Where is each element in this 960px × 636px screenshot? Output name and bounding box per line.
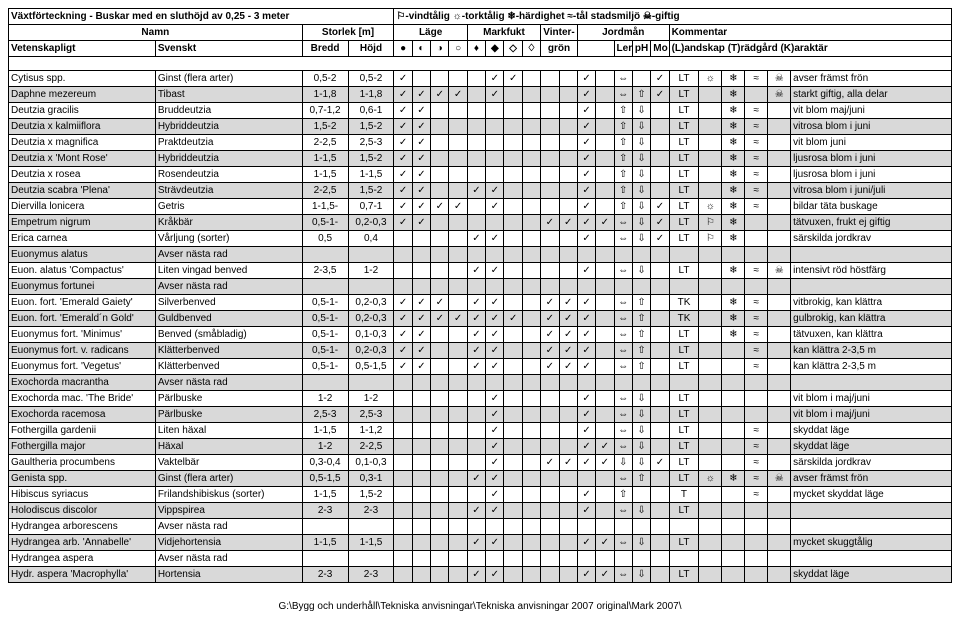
header-row-1: Växtförteckning - Buskar med en sluthöjd… <box>9 9 952 25</box>
hdr-rest: (L)andskap (T)rädgård (K)araktär <box>669 41 951 57</box>
table-row: Euonymus fortuneiAvser nästa rad <box>9 279 952 295</box>
table-row: Hibiscus syriacusFrilandshibiskus (sorte… <box>9 487 952 503</box>
hdr-namn: Namn <box>9 25 303 41</box>
table-row: Euon. fort. 'Emerald Gaiety'Silverbenved… <box>9 295 952 311</box>
table-row: Hydrangea arb. 'Annabelle'Vidjehortensia… <box>9 535 952 551</box>
hdr-ph: pH <box>632 41 650 57</box>
table-row: Fothergilla majorHäxal1-22-2,5✓✓✓⇔⇩LT≈sk… <box>9 439 952 455</box>
table-row: Euon. fort. 'Emerald´n Gold'Guldbenved0,… <box>9 311 952 327</box>
table-row: Hydrangea arborescensAvser nästa rad <box>9 519 952 535</box>
header-row-3: Vetenskapligt Svenskt Bredd Höjd ● ◐ ◑ ○… <box>9 41 952 57</box>
hdr-mo: Mo <box>651 41 669 57</box>
table-row: Euon. alatus 'Compactus'Liten vingad ben… <box>9 263 952 279</box>
mark-icon-3: ♢ <box>522 41 540 57</box>
title: Växtförteckning - Buskar med en sluthöjd… <box>9 9 394 25</box>
lage-icon-1: ◐ <box>412 41 430 57</box>
table-row: Deutzia scabra 'Plena'Strävdeutzia2-2,51… <box>9 183 952 199</box>
lage-icon-3: ○ <box>449 41 467 57</box>
spacer-row <box>9 57 952 71</box>
table-row: Hydrangea asperaAvser nästa rad <box>9 551 952 567</box>
table-row: Deutzia x roseaRosendeutzia1-1,51-1,5✓✓✓… <box>9 167 952 183</box>
table-row: Gaultheria procumbensVaktelbär0,3-0,40,1… <box>9 455 952 471</box>
hdr-kommentar: Kommentar <box>669 25 951 41</box>
hdr-ler: Ler <box>614 41 632 57</box>
hdr-jordman: Jordmån <box>577 25 669 41</box>
table-row: Holodiscus discolorVippspirea2-32-3✓✓✓⇔⇩… <box>9 503 952 519</box>
table-row: Exochorda racemosaPärlbuske2,5-32,5-3✓✓⇔… <box>9 407 952 423</box>
mark-icon-1: ◆ <box>486 41 504 57</box>
mark-icon-0: ♦ <box>467 41 485 57</box>
table-row: Deutzia x 'Mont Rose'Hybriddeutzia1-1,51… <box>9 151 952 167</box>
lage-icon-0: ● <box>394 41 412 57</box>
lage-icon-2: ◑ <box>431 41 449 57</box>
table-row: Hydr. aspera 'Macrophylla'Hortensia2-32-… <box>9 567 952 583</box>
table-row: Deutzia x magnificaPraktdeutzia2-2,52,5-… <box>9 135 952 151</box>
header-row-2: Namn Storlek [m] Läge Markfukt Vinter- J… <box>9 25 952 41</box>
table-row: Daphne mezereumTibast1-1,81-1,8✓✓✓✓✓✓⇔⇧✓… <box>9 87 952 103</box>
mark-icon-2: ◇ <box>504 41 522 57</box>
plant-table: Växtförteckning - Buskar med en sluthöjd… <box>8 8 952 583</box>
table-row: Erica carneaVårljung (sorter)0,50,4✓✓✓⇔⇩… <box>9 231 952 247</box>
table-row: Diervilla loniceraGetris1-1,5-0,7-1✓✓✓✓✓… <box>9 199 952 215</box>
legend: ⚐-vindtålig ☼-torktålig ❄-härdighet ≈-tå… <box>394 9 952 25</box>
hdr-bredd: Bredd <box>302 41 348 57</box>
hdr-lage: Läge <box>394 25 467 41</box>
hdr-hojd: Höjd <box>348 41 394 57</box>
table-row: Exochorda mac. 'The Bride'Pärlbuske1-21-… <box>9 391 952 407</box>
table-row: Euonymus fort. 'Vegetus'Klätterbenved0,5… <box>9 359 952 375</box>
hdr-gron: grön <box>541 41 578 57</box>
table-row: Deutzia gracilisBruddeutzia0,7-1,20,6-1✓… <box>9 103 952 119</box>
table-row: Cytisus spp.Ginst (flera arter)0,5-20,5-… <box>9 71 952 87</box>
hdr-sv: Svenskt <box>155 41 302 57</box>
table-row: Euonymus alatusAvser nästa rad <box>9 247 952 263</box>
hdr-sci: Vetenskapligt <box>9 41 156 57</box>
table-row: Euonymus fort. v. radicansKlätterbenved0… <box>9 343 952 359</box>
table-row: Empetrum nigrumKråkbär0,5-1-0,2-0,3✓✓✓✓✓… <box>9 215 952 231</box>
table-row: Fothergilla gardeniiLiten häxal1-1,51-1,… <box>9 423 952 439</box>
footer-path: G:\Bygg och underhåll\Tekniska anvisning… <box>8 601 952 612</box>
hdr-vinter: Vinter- <box>541 25 578 41</box>
hdr-storlek: Storlek [m] <box>302 25 394 41</box>
table-row: Genista spp.Ginst (flera arter)0,5-1,50,… <box>9 471 952 487</box>
table-row: Deutzia x kalmiifloraHybriddeutzia1,5-21… <box>9 119 952 135</box>
table-row: Exochorda macranthaAvser nästa rad <box>9 375 952 391</box>
hdr-markfukt: Markfukt <box>467 25 540 41</box>
table-row: Euonymus fort. 'Minimus'Benved (småbladi… <box>9 327 952 343</box>
